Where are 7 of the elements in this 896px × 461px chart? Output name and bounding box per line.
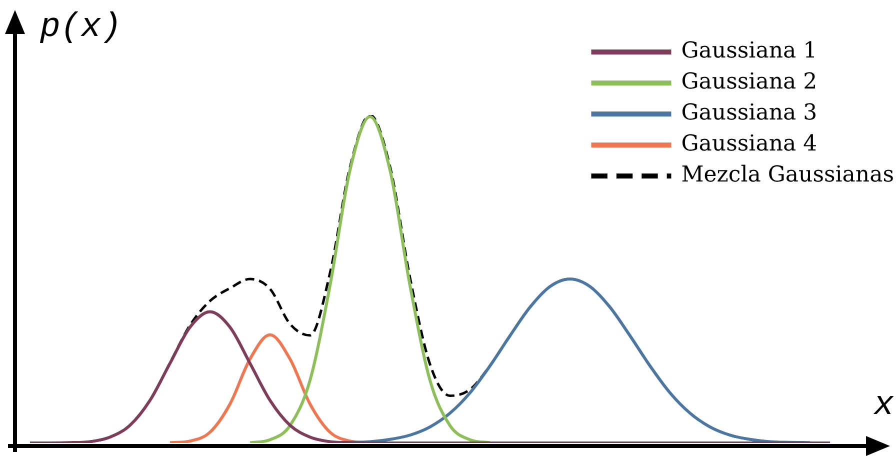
legend-label: Gaussiana 1	[681, 38, 818, 64]
legend-label: Gaussiana 4	[681, 132, 818, 157]
y-axis-title: p(x)	[39, 9, 122, 47]
legend-label: Gaussiana 2	[681, 70, 818, 95]
legend-label: Gaussiana 3	[681, 100, 818, 126]
x-axis-title: x	[872, 387, 895, 425]
legend-label: Mezcla Gaussianas	[681, 162, 894, 188]
